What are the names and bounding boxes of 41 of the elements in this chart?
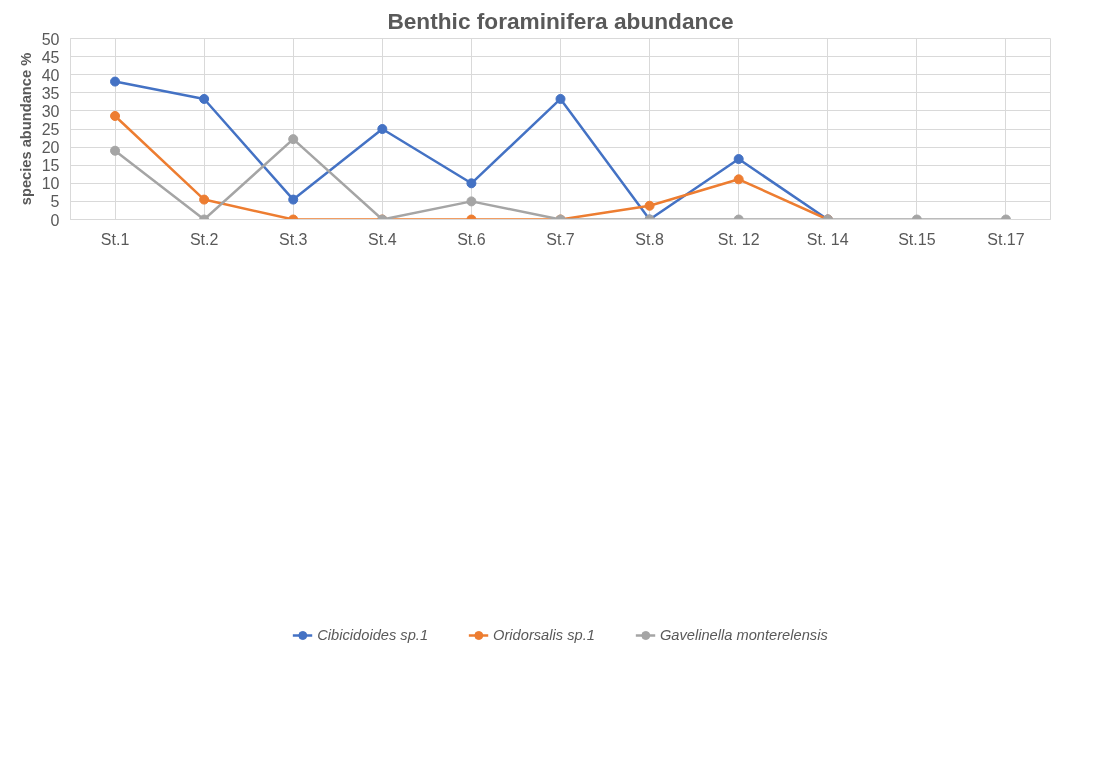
y-tick-label: 15: [41, 157, 60, 175]
point: [466, 178, 477, 189]
point: [110, 76, 121, 87]
y-axis-title: species abundance %: [17, 52, 34, 206]
x-tick-label: St.17: [987, 230, 1025, 248]
y-tick-label: 20: [41, 139, 60, 157]
legend-label: Oridorsalis sp.1: [493, 627, 595, 643]
y-tick-label: 50: [41, 30, 60, 48]
y-tick-label: 40: [41, 66, 60, 84]
y-tick-label: 45: [41, 48, 60, 66]
point: [288, 134, 299, 145]
point: [733, 174, 744, 185]
legend-label: Cibicidoides sp.1: [317, 627, 429, 643]
point: [733, 154, 744, 165]
x-tick-label: St.2: [189, 230, 219, 248]
x-tick-label: St.8: [635, 230, 664, 248]
point: [110, 145, 121, 156]
y-tick-label: 5: [50, 193, 60, 211]
y-tick-label: 30: [41, 102, 60, 120]
y-tick-label: 0: [50, 211, 60, 229]
x-tick-label: St.15: [898, 230, 936, 248]
x-tick-label: St. 14: [806, 230, 849, 248]
point: [199, 93, 210, 104]
y-tick-label: 35: [41, 84, 60, 102]
x-tick-label: St.1: [100, 230, 130, 248]
point: [199, 194, 210, 205]
legend-label: Gavelinella monterelensis: [659, 627, 828, 643]
x-tick-label: St.7: [546, 230, 575, 248]
point: [644, 200, 655, 211]
chart-title: Benthic foraminifera abundance: [387, 7, 734, 34]
y-tick-label: 10: [41, 175, 60, 193]
x-tick-label: St.6: [457, 230, 486, 248]
point: [466, 196, 477, 207]
point: [555, 93, 566, 104]
x-tick-label: St.3: [279, 230, 308, 248]
point: [377, 124, 388, 134]
point: [288, 194, 299, 205]
point: [110, 110, 121, 121]
y-tick-label: 25: [41, 121, 60, 138]
x-tick-label: St.4: [368, 230, 397, 248]
x-tick-label: St. 12: [717, 230, 760, 248]
